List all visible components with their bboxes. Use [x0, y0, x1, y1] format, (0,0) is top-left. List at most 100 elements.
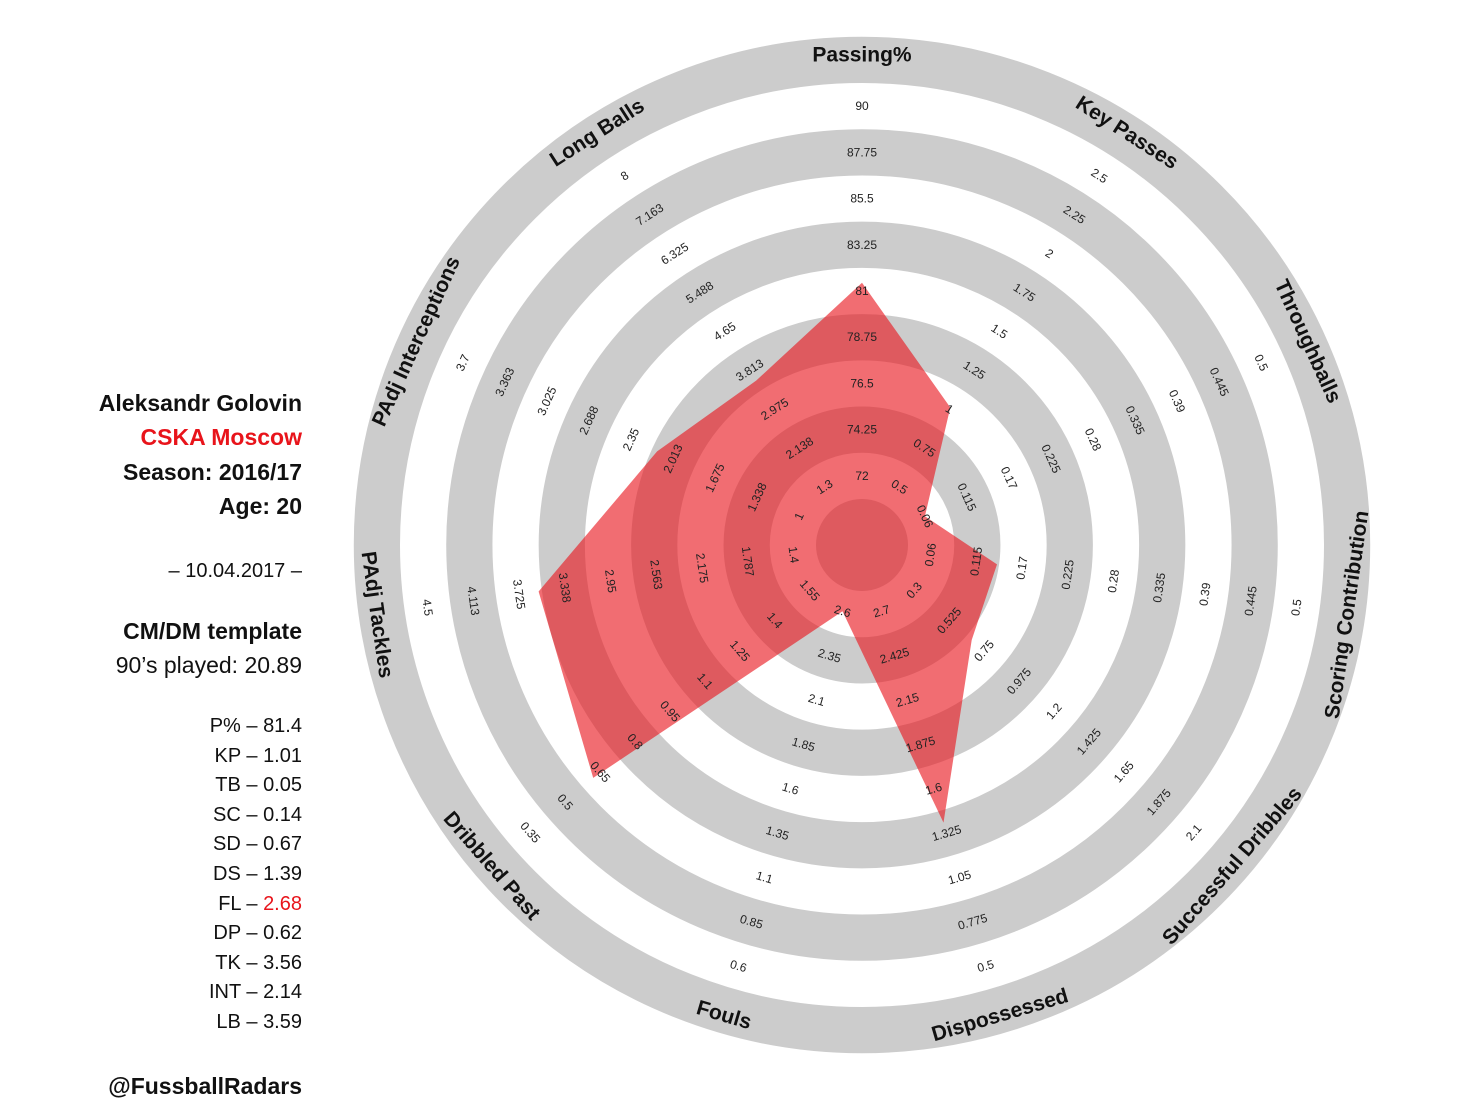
- radar-tick-label: 4.113: [464, 585, 482, 616]
- radar-tick-label: 0.85: [738, 912, 765, 932]
- radar-tick-label: 0.5: [976, 957, 996, 975]
- stat-row: TB – 0.05: [215, 774, 302, 797]
- season-label: Season: 2016/17: [122, 459, 302, 485]
- stat-row: INT – 2.14: [209, 981, 302, 1004]
- radar-tick-label: 1.05: [946, 867, 973, 887]
- radar-tick-label: 0.6: [728, 957, 748, 975]
- radar-tick-label: 1.787: [739, 546, 757, 578]
- radar-axis-label: Passing%: [812, 44, 912, 67]
- stat-value: 0.14: [263, 803, 302, 826]
- stat-value: 0.67: [263, 833, 302, 856]
- stat-row: KP – 1.01: [215, 745, 303, 768]
- stat-value: 3.59: [263, 1011, 302, 1033]
- stat-value: 81.4: [263, 715, 302, 737]
- radar-tick-label: 3.025: [534, 384, 559, 417]
- radar-tick-label: 2.1: [1183, 821, 1205, 843]
- radar-polygon: [538, 282, 997, 823]
- stat-value: 3.56: [263, 951, 302, 974]
- radar-tick-label: 83.25: [847, 238, 877, 252]
- radar-tick-label: 1.6: [924, 780, 944, 798]
- stat-value: 2.68: [263, 892, 302, 915]
- radar-tick-label: 2.563: [647, 559, 665, 591]
- radar-tick-label: 2.5: [1088, 165, 1110, 186]
- radar-tick-label: 8: [618, 168, 631, 184]
- radar-axis: 1.4 1.787 2.175 2.563 2.95 3.338 3.725 4.113 4.5…: [357, 546, 802, 680]
- stat-abbr: LB –: [216, 1011, 264, 1033]
- age-label: Age: 20: [218, 493, 302, 519]
- template-label: CM/DM template: [123, 618, 302, 644]
- radar-tick-label: 74.25: [847, 423, 877, 437]
- radar-tick-label: 2: [1043, 246, 1056, 262]
- radar-tick-label: 0.39: [1196, 581, 1213, 606]
- stat-abbr: INT –: [208, 981, 264, 1004]
- stat-value: 0.62: [263, 922, 302, 945]
- date-label: – 10.04.2017 –: [168, 560, 302, 582]
- radar-tick-label: 0.35: [517, 819, 543, 846]
- radar-tick-label: 0.75: [971, 637, 997, 664]
- radar-tick-label: 87.75: [847, 145, 877, 159]
- stat-abbr: DP –: [213, 922, 264, 945]
- radar-tick-label: 6.325: [658, 239, 691, 267]
- radar-tick-label: 85.5: [850, 192, 874, 206]
- radar-tick-label: 2.175: [693, 552, 711, 584]
- radar-ring: [446, 129, 1278, 961]
- radar-tick-label: 1.1: [754, 868, 774, 886]
- radar-tick-label: 2.6: [833, 602, 853, 620]
- radar-tick-label: 0.225: [1059, 558, 1077, 590]
- radar-tick-label: 3.7: [453, 352, 473, 373]
- radar-tick-label: 0.39: [1166, 388, 1189, 415]
- radar-tick-label: 72: [855, 469, 869, 483]
- radar-tick-label: 1.65: [1111, 758, 1137, 785]
- radar-tick-label: 2.7: [872, 602, 892, 620]
- minutes-played: 90’s played: 20.89: [115, 652, 302, 678]
- radar-tick-label: 0.115: [967, 546, 985, 577]
- radar-tick-label: 81: [855, 284, 869, 298]
- radar-tick-label: 1.2: [1043, 700, 1065, 722]
- radar-tick-label: 2.1: [807, 691, 827, 709]
- radar-tick-label: 1.6: [780, 780, 800, 798]
- stat-row: SC – 0.14: [213, 804, 302, 827]
- radar-ring: [538, 221, 1186, 869]
- radar-tick-label: 76.5: [850, 376, 874, 390]
- radar-tick-label: 4.65: [711, 319, 738, 344]
- radar-tick-label: 3.338: [556, 572, 574, 604]
- twitter-handle: @FussballRadars: [108, 1073, 302, 1099]
- stat-value: 1.39: [263, 863, 302, 885]
- stat-row: SD – 0.67: [213, 833, 302, 856]
- radar-tick-label: 1.5: [988, 321, 1010, 342]
- stat-row: DS – 1.39: [213, 863, 302, 886]
- radar-tick-label: 0.28: [1082, 426, 1105, 453]
- radar-tick-label: 1.35: [764, 823, 791, 843]
- stat-value: 1.01: [263, 744, 302, 767]
- radar-ring: [353, 36, 1371, 1054]
- stat-row: P% – 81.4: [210, 715, 302, 738]
- stat-row: TK – 3.56: [215, 952, 302, 975]
- team-name: CSKA Moscow: [140, 424, 302, 450]
- stat-abbr: KP –: [214, 744, 264, 767]
- radar-tick-label: 0.06: [922, 542, 939, 567]
- radar-tick-label: 0.5: [1251, 352, 1271, 373]
- radar-tick-label: 0.335: [1150, 572, 1168, 604]
- radar-tick-label: 4.5: [419, 598, 435, 617]
- radar-tick-label: 0.17: [1013, 555, 1030, 580]
- radar-tick-label: 0.445: [1242, 585, 1260, 617]
- stat-row: DP – 0.62: [213, 922, 302, 945]
- radar-tick-label: 2.15: [894, 690, 921, 710]
- radar-tick-label: 0.5: [1288, 598, 1304, 617]
- player-info-panel: Aleksandr Golovin CSKA Moscow Season: 20…: [0, 0, 302, 1110]
- stat-abbr: FL –: [218, 892, 264, 915]
- radar-tick-label: 1.4: [785, 546, 801, 565]
- stat-abbr: SD –: [213, 833, 264, 856]
- radar-tick-label: 78.75: [847, 330, 877, 344]
- radar-tick-label: 2.35: [620, 426, 643, 453]
- player-name: Aleksandr Golovin: [98, 390, 302, 416]
- stat-row: LB – 3.59: [216, 1011, 302, 1034]
- stat-value: 0.05: [263, 774, 302, 797]
- stat-abbr: SC –: [213, 803, 264, 826]
- stat-abbr: TK –: [215, 951, 264, 974]
- radar-axis: 72 74.25 76.5 78.75 81 83.25 85.5 87.75 90 Passin…: [812, 44, 912, 483]
- stat-row: FL – 2.68: [218, 893, 302, 916]
- stat-abbr: DS –: [213, 863, 264, 885]
- radar-tick-label: 0.17: [998, 464, 1021, 491]
